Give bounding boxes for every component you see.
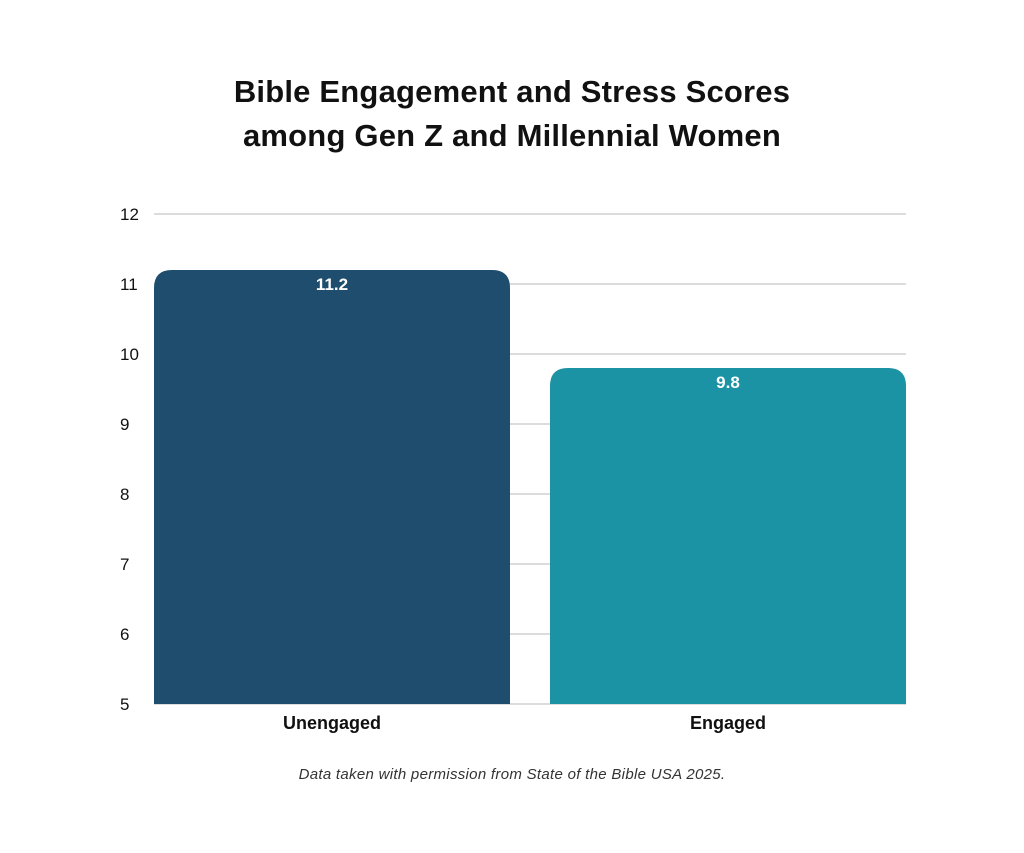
x-axis-categories: Unengaged Engaged [283, 713, 766, 733]
y-tick-label-11: 11 [120, 275, 138, 294]
y-tick-label-7: 7 [120, 555, 129, 574]
y-tick-label-10: 10 [120, 345, 139, 364]
bars [154, 270, 906, 704]
bar-unengaged [154, 270, 510, 704]
y-tick-label-6: 6 [120, 625, 129, 644]
chart-title-line-2: among Gen Z and Millennial Women [242, 118, 782, 153]
y-tick-label-12: 12 [120, 205, 139, 224]
chart-title-line-1: Bible Engagement and Stress Scores [233, 74, 791, 109]
y-tick-label-8: 8 [120, 485, 129, 504]
data-labels: 11.2 9.8 [316, 275, 740, 392]
y-axis-ticks: 5 6 7 8 9 10 11 12 [120, 205, 139, 714]
source-note: Data taken with permission from State of… [298, 766, 726, 783]
data-label-engaged: 9.8 [716, 373, 740, 392]
y-tick-label-9: 9 [120, 415, 129, 434]
category-label-unengaged: Unengaged [283, 713, 381, 733]
category-label-engaged: Engaged [690, 713, 766, 733]
bar-engaged [550, 368, 906, 704]
chart-title: Bible Engagement and Stress Scores among… [0, 70, 1024, 158]
data-label-unengaged: 11.2 [316, 275, 348, 294]
y-tick-label-5: 5 [120, 695, 129, 714]
